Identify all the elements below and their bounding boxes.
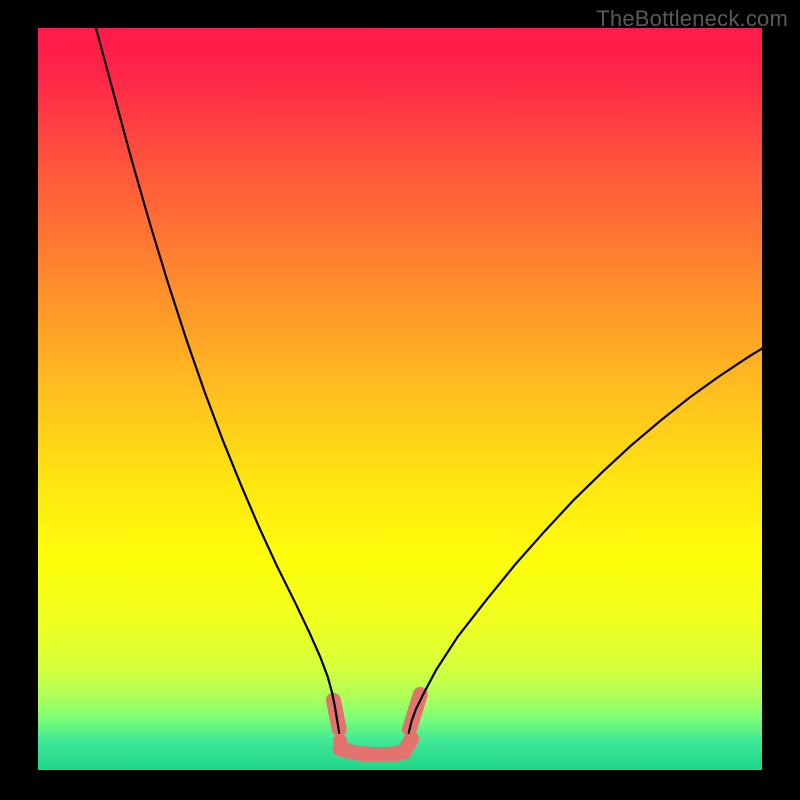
- chart-svg: [38, 28, 762, 770]
- highlight-dot: [333, 734, 347, 748]
- chart-container: TheBottleneck.com: [0, 0, 800, 800]
- plot-area: [38, 28, 762, 770]
- watermark-text: TheBottleneck.com: [596, 6, 788, 32]
- gradient-background: [38, 28, 762, 770]
